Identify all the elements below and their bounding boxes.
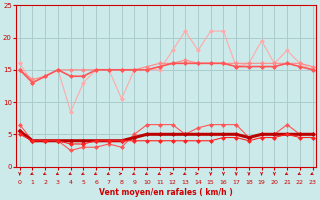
- X-axis label: Vent moyen/en rafales ( km/h ): Vent moyen/en rafales ( km/h ): [99, 188, 233, 197]
